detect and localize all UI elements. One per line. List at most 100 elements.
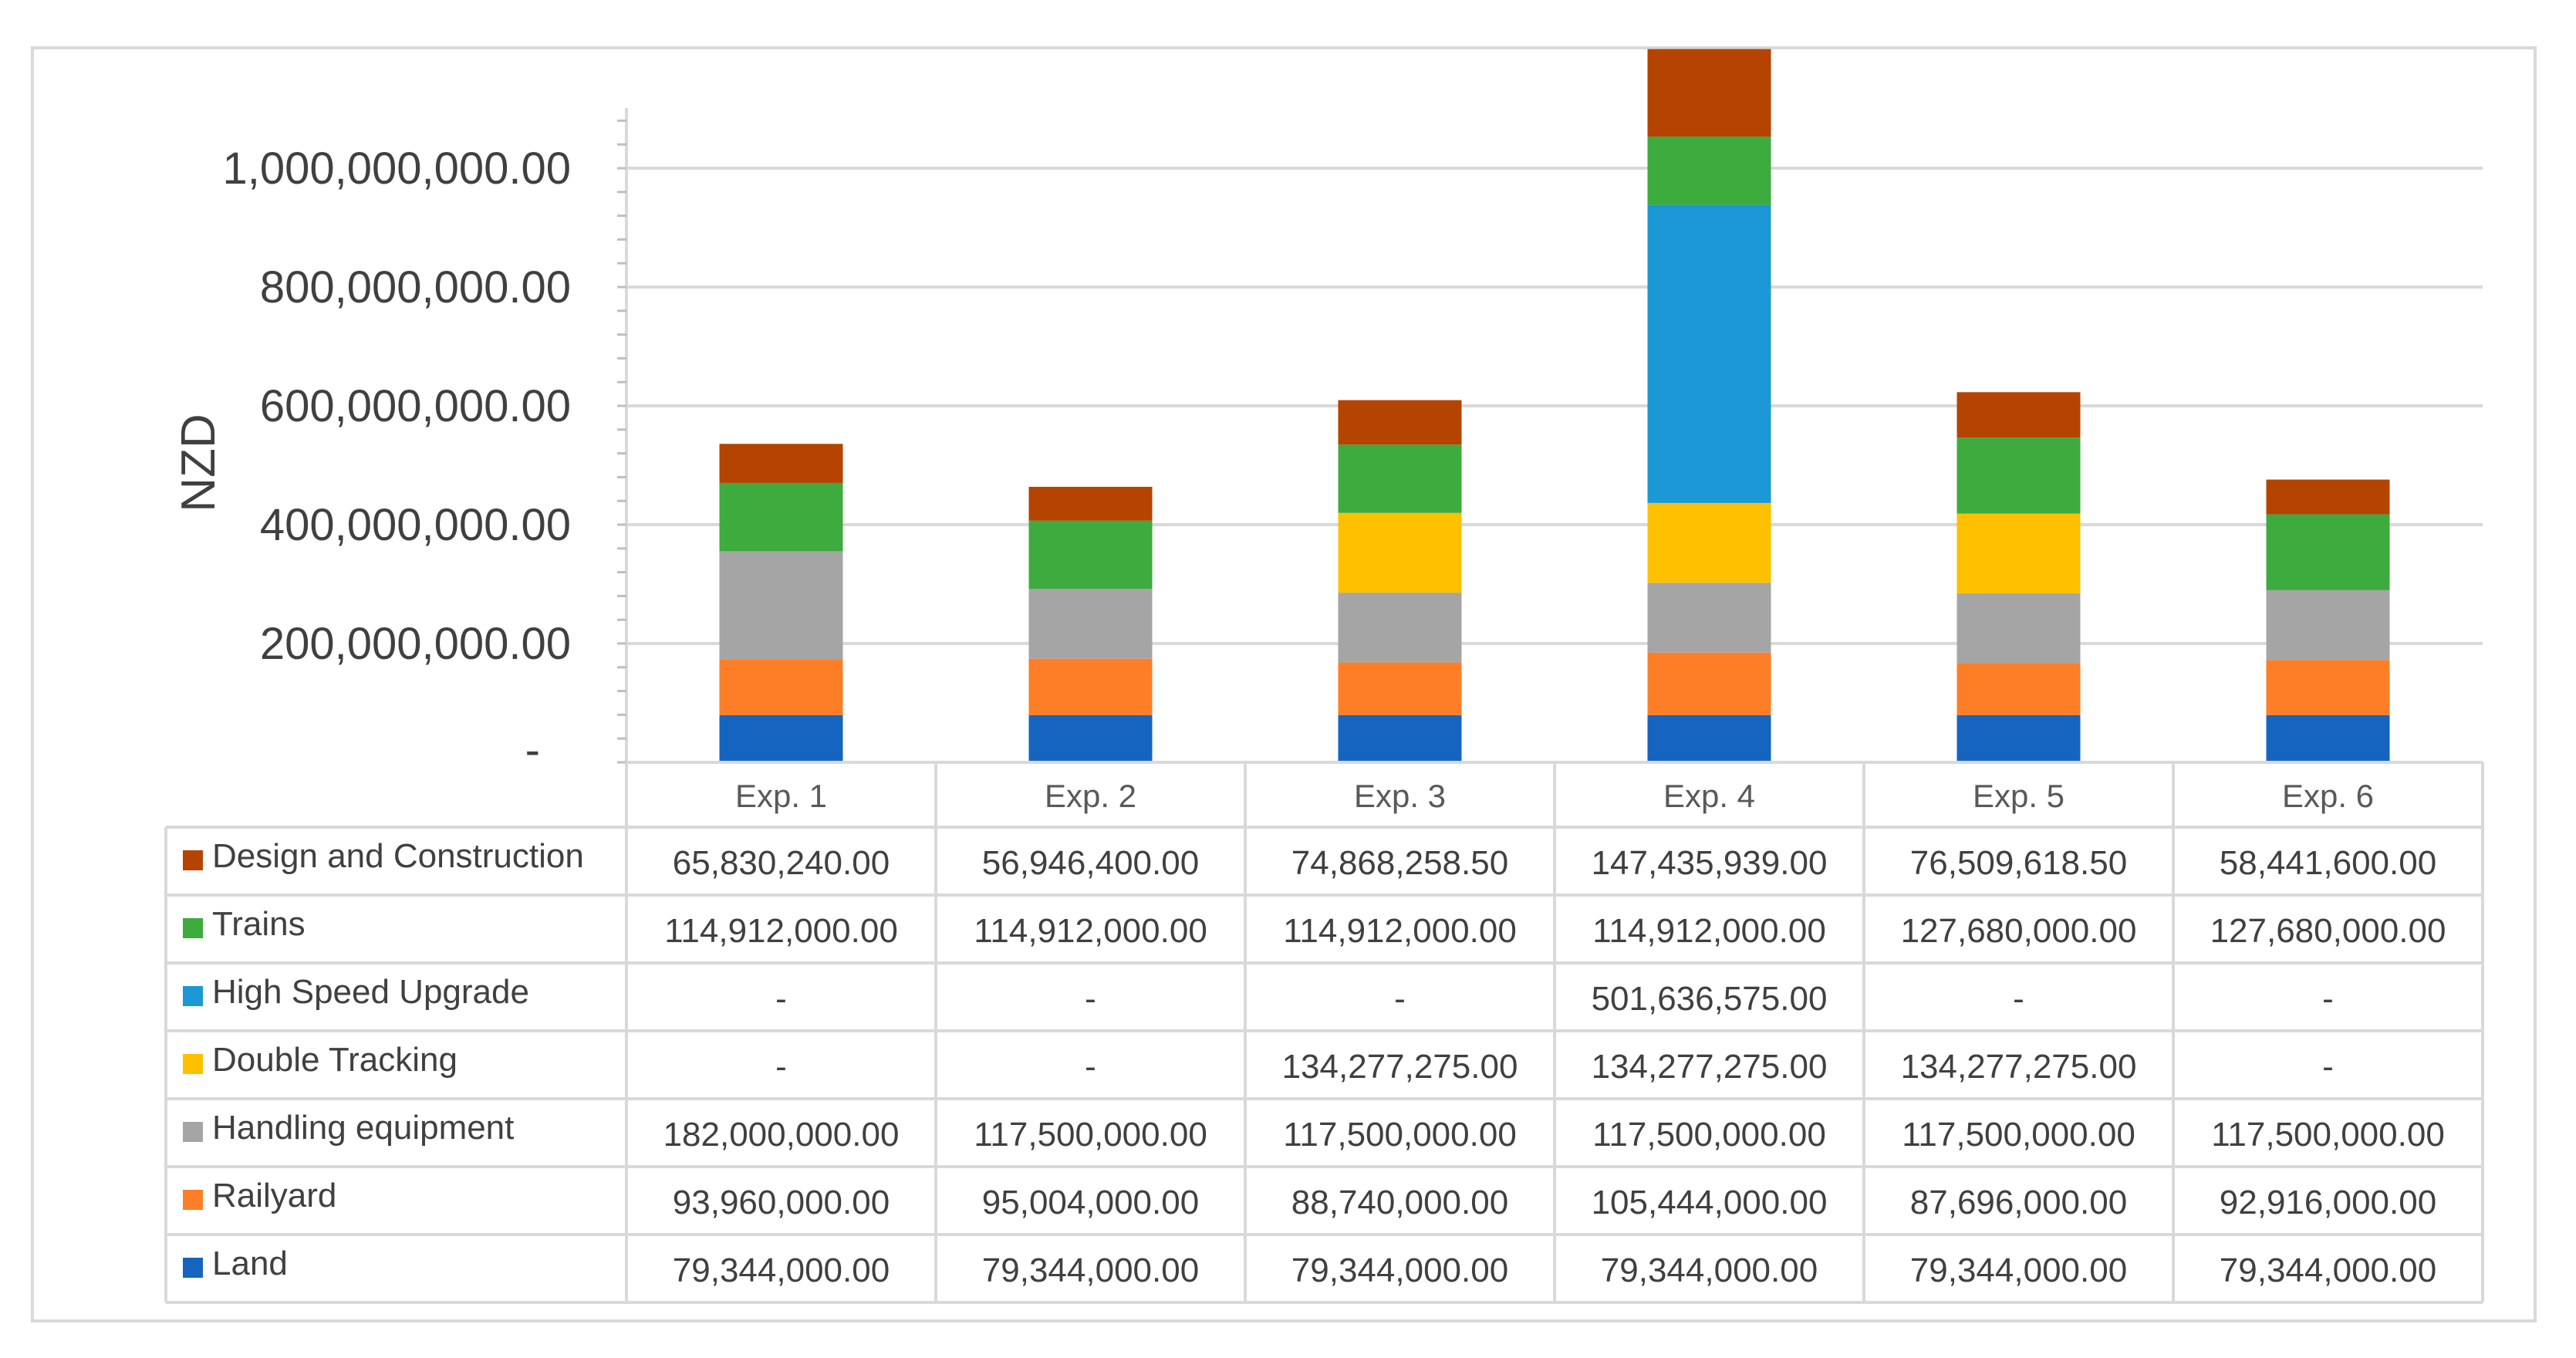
bar-segment [2266, 514, 2390, 590]
table-cell: - [775, 1048, 787, 1086]
bars [719, 49, 2390, 762]
table-cell: 92,916,000.00 [2220, 1184, 2436, 1221]
bar-segment [1028, 520, 1153, 589]
bar-segment [1338, 662, 1462, 715]
table-cell: - [1085, 980, 1096, 1018]
bar-segment [1338, 400, 1462, 445]
table-cell: - [2322, 980, 2334, 1018]
bar-segment [1956, 593, 2081, 664]
table-cell: 79,344,000.00 [982, 1252, 1199, 1289]
table-cell: 117,500,000.00 [1283, 1116, 1517, 1154]
bar-segment [2266, 589, 2390, 660]
table-cell: - [2322, 1048, 2334, 1086]
bar-segment [1647, 714, 1771, 762]
bar-segment [2266, 660, 2390, 715]
bar-segment [2266, 479, 2390, 515]
bar-segment [1338, 593, 1462, 663]
y-tick-label: 200,000,000.00 [260, 619, 571, 669]
bar-segment [719, 714, 843, 762]
y-axis: - 200,000,000.00 400,000,000.00 600,000,000… [222, 108, 628, 775]
table-cell: 182,000,000.00 [663, 1116, 900, 1154]
bar-segment [719, 659, 843, 715]
chart-frame [31, 46, 2537, 1323]
bar-segment [1647, 49, 1771, 137]
legend-label: Design and Construction [212, 837, 584, 875]
table-cell: 76,509,618.50 [1910, 844, 2127, 882]
table-cell: 114,912,000.00 [1592, 912, 1826, 950]
legend-label: Land [212, 1245, 288, 1282]
category-label: Exp. 6 [2282, 778, 2374, 814]
category-label: Exp. 4 [1663, 778, 1755, 814]
legend-swatch [183, 1190, 203, 1210]
table-cell: 127,680,000.00 [2210, 912, 2446, 950]
y-tick-label: 400,000,000.00 [260, 500, 571, 550]
table-cell: 501,636,575.00 [1592, 980, 1828, 1018]
legend-swatch [183, 986, 203, 1006]
bar-segment [719, 444, 843, 483]
table-cell: 65,830,240.00 [673, 844, 890, 882]
bar-segment [1956, 392, 2081, 438]
bar-segment [2266, 714, 2390, 762]
table-cell: 127,680,000.00 [1901, 912, 2137, 950]
bar-segment [1028, 486, 1153, 521]
table-cell: 79,344,000.00 [2220, 1252, 2436, 1289]
category-label: Exp. 1 [735, 778, 827, 814]
y-tick-label: 1,000,000,000.00 [222, 144, 571, 194]
table-cell: 134,277,275.00 [1901, 1048, 2137, 1086]
bar-segment [719, 482, 843, 552]
table-cell: 79,344,000.00 [1601, 1252, 1818, 1289]
bar-segment [1647, 652, 1771, 715]
legend-label: Railyard [212, 1177, 336, 1214]
legend-swatch [183, 918, 203, 938]
table-cell: 88,740,000.00 [1291, 1184, 1508, 1221]
legend-label: Trains [212, 905, 306, 943]
table-cell: 134,277,275.00 [1592, 1048, 1828, 1086]
bar-segment [1647, 204, 1771, 503]
y-tick-label: 600,000,000.00 [260, 381, 571, 431]
legend-label: Handling equipment [212, 1109, 514, 1147]
bar-segment [1028, 714, 1153, 762]
legend-swatch [183, 850, 203, 870]
bar-segment [1647, 137, 1771, 205]
bar-segment [1338, 444, 1462, 513]
legend-label: Double Tracking [212, 1041, 457, 1079]
bar-segment [1338, 512, 1462, 593]
table-cell: - [1085, 1048, 1096, 1086]
gridlines [626, 167, 2483, 645]
category-label: Exp. 2 [1045, 778, 1136, 814]
table-cell: 79,344,000.00 [1291, 1252, 1508, 1289]
table-cell: - [1394, 980, 1406, 1018]
bar-segment [1338, 714, 1462, 762]
category-label: Exp. 3 [1354, 778, 1446, 814]
legend-label: High Speed Upgrade [212, 973, 529, 1011]
bar-segment [1956, 513, 2081, 593]
table-cell: 117,500,000.00 [974, 1116, 1207, 1154]
bar-segment [1956, 437, 2081, 514]
table-cell: 95,004,000.00 [982, 1184, 1199, 1221]
table-cell: 93,960,000.00 [673, 1184, 890, 1221]
legend-swatch [183, 1054, 203, 1074]
table-cell: 114,912,000.00 [974, 912, 1207, 950]
table-cell: 114,912,000.00 [664, 912, 898, 950]
table-cell: 74,868,258.50 [1291, 844, 1508, 882]
table-cell: 117,500,000.00 [1592, 1116, 1826, 1154]
y-tick-label: 800,000,000.00 [260, 262, 571, 312]
table-cell: 79,344,000.00 [1910, 1252, 2127, 1289]
table-cell: 56,946,400.00 [982, 844, 1199, 882]
table-cell: 117,500,000.00 [2211, 1116, 2445, 1154]
table-cell: - [2013, 980, 2024, 1018]
table-cell: 105,444,000.00 [1592, 1184, 1828, 1221]
table-cell: 87,696,000.00 [1910, 1184, 2127, 1221]
category-label: Exp. 5 [1973, 778, 2065, 814]
y-tick-label: - [525, 725, 540, 775]
bar-segment [1647, 502, 1771, 583]
bar-segment [1956, 663, 2081, 715]
table-cell: 134,277,275.00 [1282, 1048, 1518, 1086]
y-axis-label: NZD [172, 414, 225, 512]
data-table: Exp. 1 Exp. 2 Exp. 3 Exp. 4 Exp. 5 Exp. 6 Desi… [164, 761, 2484, 1304]
legend-swatch [183, 1122, 203, 1142]
bar-segment [1956, 714, 2081, 762]
table-cell: 147,435,939.00 [1592, 844, 1828, 882]
bar-segment [719, 551, 843, 660]
